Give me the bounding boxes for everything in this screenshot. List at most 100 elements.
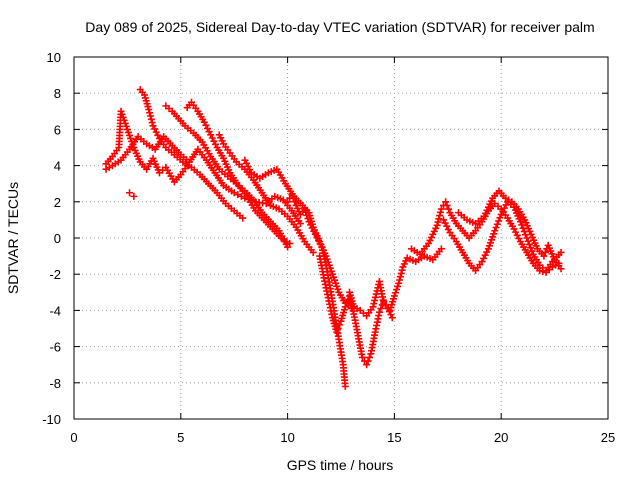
series-track-11 [346,245,445,320]
x-tick-label: 25 [601,430,615,445]
data-point [239,214,247,222]
data-point [527,244,535,252]
data-point [370,300,378,308]
data-point [557,248,565,256]
data-point [435,215,443,223]
series-track-3 [126,189,138,200]
y-tick-label: 6 [54,122,61,137]
data-point [377,305,385,313]
data-point [437,245,445,253]
data-point [541,248,549,256]
data-point [363,361,371,369]
data-point [393,286,401,294]
data-point [130,192,138,200]
data-point [442,198,450,206]
data-point [304,215,312,223]
y-tick-label: -6 [49,340,61,355]
data-point [398,266,406,274]
series-track-14 [454,187,565,273]
data-point [341,382,349,390]
data-point [302,208,310,216]
data-point [397,269,405,277]
y-tick-labels: -10 -8 -6 -4 -2 0 2 4 6 8 10 [42,50,61,427]
data-point [341,303,349,311]
y-tick-label: 10 [47,50,61,65]
data-point [395,279,403,287]
y-tick-label: 8 [54,86,61,101]
x-tick-label: 15 [387,430,401,445]
data-point [284,198,292,206]
data-point [148,119,156,127]
data-point [524,237,532,245]
data-point [369,303,377,311]
data-point [493,220,501,228]
series-track-9 [284,191,349,390]
data-point [396,276,404,284]
data-point [147,115,155,123]
y-tick-label: -8 [49,376,61,391]
data-point [288,191,296,199]
series-track-6 [183,98,294,247]
x-tick-label: 10 [280,430,294,445]
data-point [334,325,342,332]
data-point [528,247,536,255]
data-point [126,189,134,197]
x-axis-label: GPS time / hours [287,457,394,473]
data-point [434,218,442,226]
data-point [496,214,504,222]
y-tick-label: -2 [49,267,61,282]
data-point [145,105,153,113]
series-track-2 [102,133,304,228]
data-point [303,211,311,219]
chart-title: Day 089 of 2025, Sidereal Day-to-day VTE… [85,19,594,35]
data-point [391,289,399,297]
y-axis-label: SDTVAR / TECUs [5,182,21,294]
series-track-13 [440,198,565,275]
data-point [365,353,373,361]
data-point [234,191,242,199]
data-point [540,252,548,260]
data-point [375,308,383,316]
data-point [301,205,309,213]
data-point [492,224,500,232]
x-tick-label: 0 [70,430,77,445]
data-point [495,217,503,225]
y-tick-label: -10 [42,412,61,427]
data-point [343,299,351,307]
data-point [394,282,402,290]
data-point [358,353,366,361]
data-point [291,198,299,206]
y-tick-label: 2 [54,195,61,210]
data-point [289,194,297,202]
data-point [336,321,344,329]
series-track-1 [102,107,191,186]
y-tick-label: -4 [49,303,61,318]
x-tick-label: 5 [177,430,184,445]
data-point [525,241,533,249]
data-point [436,212,444,220]
data-point [146,112,154,120]
data-point [333,328,341,336]
y-tick-label: 4 [54,159,61,174]
data-point [390,292,398,300]
data-point [296,220,304,228]
axis-ticks [73,56,609,420]
data-point [557,265,565,273]
data-point [388,314,396,322]
data-point [286,239,294,247]
data-point [309,248,317,256]
x-tick-label: 20 [494,430,508,445]
series-track-10 [316,252,396,369]
data-point [437,208,445,216]
data-point [443,201,451,209]
data-point [371,293,379,301]
x-tick-labels: 0 5 10 15 20 25 [70,430,615,445]
data-point [433,221,441,229]
data-point [364,357,372,365]
data-point [146,109,154,117]
series-track-4 [136,86,247,222]
data-point [491,227,499,235]
series-track-12 [407,198,563,276]
y-tick-label: 0 [54,231,61,246]
